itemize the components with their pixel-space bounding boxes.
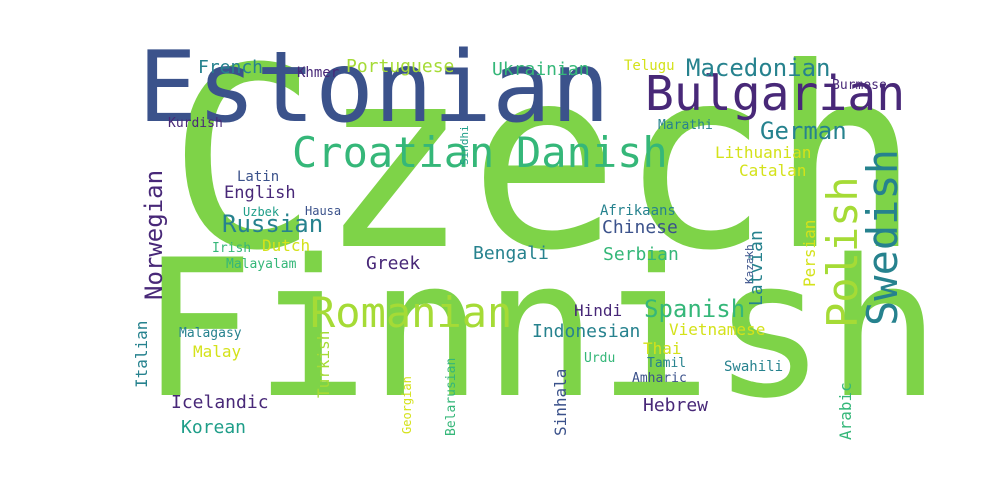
word-sindhi: Sindhi: [458, 125, 471, 165]
word-malagasy: Malagasy: [179, 326, 242, 341]
word-khmer: Khmer: [297, 65, 339, 81]
word-macedonian: Macedonian: [686, 54, 831, 82]
word-serbian: Serbian: [603, 244, 679, 265]
word-swahili: Swahili: [724, 359, 783, 375]
word-malayalam: Malayalam: [226, 257, 297, 272]
word-norwegian: Norwegian: [140, 170, 168, 300]
word-hebrew: Hebrew: [643, 395, 708, 416]
word-hausa: Hausa: [305, 204, 341, 218]
word-german: German: [760, 117, 847, 145]
word-finnish: Finnish: [140, 219, 941, 440]
word-sinhala: Sinhala: [551, 369, 570, 436]
word-romanian: Romanian: [310, 288, 512, 337]
word-vietnamese: Vietnamese: [669, 320, 765, 339]
word-polish: Polish: [818, 176, 867, 328]
word-tamil: Tamil: [647, 356, 686, 371]
word-indonesian: Indonesian: [532, 321, 640, 342]
word-kazakh: Kazakh: [743, 244, 756, 284]
word-hindi: Hindi: [574, 301, 622, 320]
word-kurdish: Kurdish: [168, 116, 223, 131]
word-dutch: Dutch: [262, 236, 310, 255]
word-thai: Thai: [643, 339, 682, 358]
word-catalan: Catalan: [739, 161, 806, 180]
word-bengali: Bengali: [473, 243, 549, 264]
word-burmese: Burmese: [832, 78, 887, 93]
word-icelandic: Icelandic: [171, 392, 269, 413]
word-turkish: Turkish: [314, 331, 333, 398]
word-persian: Persian: [800, 220, 819, 287]
word-chinese: Chinese: [602, 217, 678, 238]
word-latin: Latin: [237, 169, 279, 185]
word-korean: Korean: [181, 417, 246, 438]
word-greek: Greek: [366, 253, 420, 274]
word-spanish: Spanish: [644, 295, 745, 323]
word-swedish: Swedish: [858, 149, 907, 326]
word-portuguese: Portuguese: [346, 56, 454, 77]
word-amharic: Amharic: [632, 371, 687, 386]
word-estonian: Estonian: [138, 31, 610, 145]
word-ukrainian: Ukrainian: [492, 59, 590, 80]
word-danish: Danish: [516, 128, 668, 177]
word-croatian: Croatian: [292, 128, 494, 177]
word-georgian: Georgian: [400, 376, 414, 434]
word-afrikaans: Afrikaans: [600, 203, 676, 219]
word-czech: Czech: [168, 14, 921, 305]
word-marathi: Marathi: [658, 118, 713, 133]
word-telugu: Telugu: [624, 58, 675, 74]
word-lithuanian: Lithuanian: [715, 143, 811, 162]
word-russian: Russian: [222, 210, 323, 238]
word-irish: Irish: [212, 241, 251, 256]
word-uzbek: Uzbek: [243, 205, 280, 219]
word-belarusian: Belarusian: [444, 358, 459, 436]
word-arabic: Arabic: [836, 382, 855, 440]
word-malay: Malay: [193, 342, 242, 361]
word-french: French: [198, 57, 263, 78]
word-urdu: Urdu: [584, 351, 615, 366]
word-bulgarian: Bulgarian: [645, 66, 905, 122]
word-english: English: [224, 183, 296, 203]
word-latvian: Latvian: [746, 230, 767, 306]
word-italian: Italian: [132, 321, 151, 388]
